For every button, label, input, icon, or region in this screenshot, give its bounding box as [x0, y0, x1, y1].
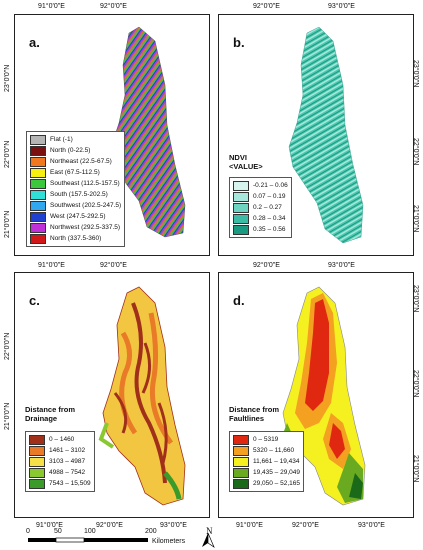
legend-item: 3103 – 4987: [29, 456, 91, 467]
legend-item: 0.2 – 0.27: [233, 202, 288, 213]
legend-swatch: [233, 180, 249, 191]
drainage-legend-title: Distance from Drainage: [25, 405, 76, 423]
legend-swatch: [29, 478, 45, 489]
legend-item: Northwest (292.5-337.5): [30, 222, 121, 233]
scale-tick-label: 0: [26, 528, 30, 535]
legend-swatch: [29, 456, 45, 467]
legend-item: 29,050 – 52,165: [233, 478, 300, 489]
ndvi-legend: -0.21 – 0.06 0.07 – 0.19 0.2 – 0.27 0.28…: [229, 177, 292, 238]
legend-swatch: [233, 478, 249, 489]
legend-item: South (157.5-202.5): [30, 189, 121, 200]
lon-label: 92°0'0"E: [100, 3, 127, 10]
scale-tick-label: 200: [145, 528, 157, 535]
legend-swatch: [30, 156, 46, 167]
legend-item: 1461 – 3102: [29, 445, 91, 456]
legend-swatch: [30, 233, 46, 244]
panel-label-a: a.: [29, 35, 40, 50]
legend-item: 5320 – 11,660: [233, 445, 300, 456]
north-arrow-icon: [202, 532, 215, 548]
lat-label: 21°0'0"N: [412, 455, 419, 483]
legend-item: West (247.5-292.5): [30, 211, 121, 222]
panel-drainage: c. Distance from Drainage 0 – 1460 1461 …: [14, 272, 210, 518]
faultlines-legend-title: Distance from Faultlines: [229, 405, 280, 423]
lon-label: 93°0'0"E: [328, 262, 355, 269]
scale-tick-label: 100: [84, 528, 96, 535]
legend-swatch: [30, 134, 46, 145]
panel-faultlines: d. Distance from Faultlines 0 – 5319 532…: [218, 272, 414, 518]
legend-item: 0 – 1460: [29, 434, 91, 445]
legend-swatch: [30, 222, 46, 233]
legend-swatch: [233, 467, 249, 478]
lon-label: 93°0'0"E: [160, 522, 187, 529]
scale-tick-label: 50: [54, 528, 62, 535]
panel-label-b: b.: [233, 35, 245, 50]
ndvi-map: [288, 26, 364, 244]
scale-bar: [28, 537, 148, 543]
legend-item: East (67.5-112.5): [30, 167, 121, 178]
lon-label: 93°0'0"E: [328, 3, 355, 10]
legend-item: 0.35 – 0.56: [233, 224, 288, 235]
lat-label: 22°0'0"N: [4, 140, 11, 168]
legend-swatch: [29, 445, 45, 456]
lat-label: 22°0'0"N: [4, 332, 11, 360]
legend-item: 11,661 – 19,434: [233, 456, 300, 467]
legend-swatch: [30, 178, 46, 189]
legend-item: Flat (-1): [30, 134, 121, 145]
legend-swatch: [233, 202, 249, 213]
ndvi-legend-title: NDVI <VALUE>: [229, 153, 263, 171]
north-label: N: [206, 526, 213, 536]
legend-item: 0.07 – 0.19: [233, 191, 288, 202]
legend-swatch: [233, 434, 249, 445]
lon-label: 91°0'0"E: [38, 262, 65, 269]
panel-label-c: c.: [29, 293, 40, 308]
legend-item: Southwest (202.5-247.5): [30, 200, 121, 211]
legend-item: 0 – 5319: [233, 434, 300, 445]
lon-label: 93°0'0"E: [358, 522, 385, 529]
legend-swatch: [30, 211, 46, 222]
drainage-map: [98, 286, 186, 506]
panel-aspect: a. Flat (-1) North (0-22.5) Northeast (2…: [14, 14, 210, 256]
lon-label: 91°0'0"E: [236, 522, 263, 529]
legend-swatch: [233, 191, 249, 202]
legend-swatch: [233, 213, 249, 224]
legend-swatch: [233, 445, 249, 456]
legend-swatch: [233, 456, 249, 467]
lon-label: 92°0'0"E: [96, 522, 123, 529]
lat-label: 21°0'0"N: [4, 402, 11, 430]
legend-item: Northeast (22.5-67.5): [30, 156, 121, 167]
legend-item: North (337.5-360): [30, 233, 121, 244]
lon-label: 91°0'0"E: [38, 3, 65, 10]
lon-label: 92°0'0"E: [100, 262, 127, 269]
lon-label: 92°0'0"E: [253, 262, 280, 269]
legend-item: 0.28 – 0.34: [233, 213, 288, 224]
lon-label: 92°0'0"E: [253, 3, 280, 10]
legend-item: North (0-22.5): [30, 145, 121, 156]
legend-item: Southeast (112.5-157.5): [30, 178, 121, 189]
legend-swatch: [29, 434, 45, 445]
legend-item: 4988 – 7542: [29, 467, 91, 478]
drainage-legend: 0 – 1460 1461 – 3102 3103 – 4987 4988 – …: [25, 431, 95, 492]
legend-swatch: [30, 200, 46, 211]
scale-unit: Kilometers: [152, 538, 186, 545]
lat-label: 23°0'0"N: [4, 64, 11, 92]
legend-swatch: [29, 467, 45, 478]
legend-item: 19,435 – 29,049: [233, 467, 300, 478]
aspect-legend: Flat (-1) North (0-22.5) Northeast (22.5…: [26, 131, 126, 247]
lon-label: 91°0'0"E: [36, 522, 63, 529]
legend-swatch: [30, 167, 46, 178]
legend-swatch: [233, 224, 249, 235]
faultlines-legend: 0 – 5319 5320 – 11,660 11,661 – 19,434 1…: [229, 431, 304, 492]
lat-label: 21°0'0"N: [4, 210, 11, 238]
legend-item: -0.21 – 0.06: [233, 180, 288, 191]
panel-ndvi: b. NDVI <VALUE> -0.21 – 0.06 0.07 – 0.19…: [218, 14, 414, 256]
lon-label: 92°0'0"E: [292, 522, 319, 529]
legend-swatch: [30, 189, 46, 200]
legend-swatch: [30, 145, 46, 156]
legend-item: 7543 – 15,509: [29, 478, 91, 489]
lat-label: 22°0'0"N: [412, 370, 419, 398]
lat-label: 23°0'0"N: [412, 285, 419, 313]
panel-label-d: d.: [233, 293, 245, 308]
